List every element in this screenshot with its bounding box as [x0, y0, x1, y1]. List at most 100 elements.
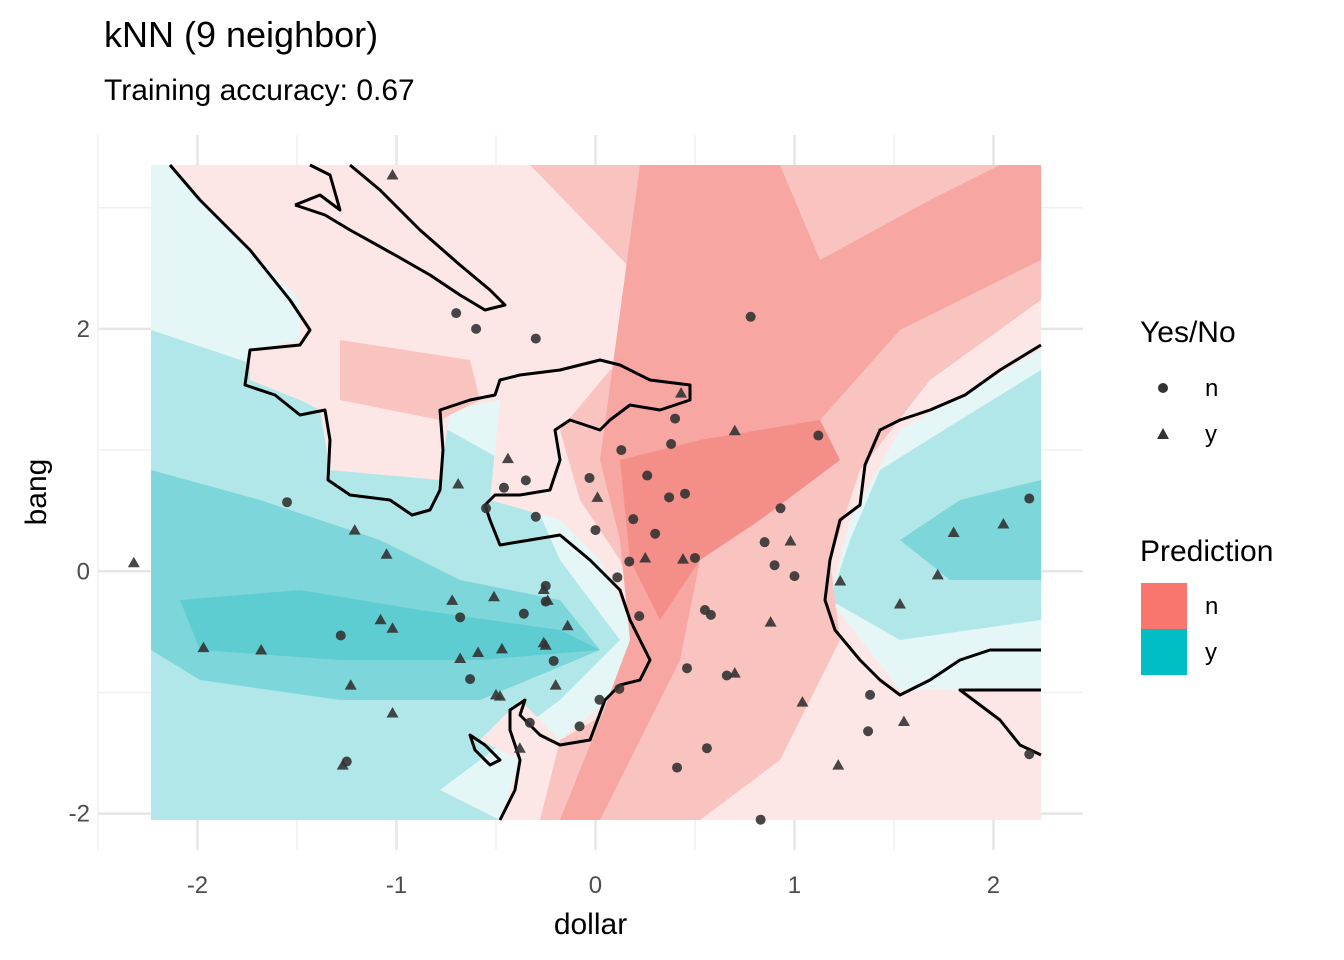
point-y [386, 707, 399, 718]
x-tick-label: -2 [187, 872, 208, 899]
point-y [127, 556, 140, 568]
boundary-loop [468, 733, 502, 767]
region-y-bottom-left [151, 700, 500, 820]
point-n [451, 308, 462, 319]
x-axis-label: dollar [554, 908, 627, 941]
point-n [745, 311, 756, 322]
x-tick-label: 1 [788, 872, 801, 899]
point-n [721, 670, 732, 681]
point-n [689, 552, 700, 563]
chart-title: kNN (9 neighbor) [104, 14, 379, 55]
point-y [386, 168, 399, 180]
boundary-right-lower [958, 688, 1042, 757]
x-tick-label: 2 [987, 872, 1000, 899]
legend-key-fill [1141, 583, 1187, 629]
y-tick-label: 0 [77, 558, 90, 585]
point-n [642, 470, 653, 481]
point-y [834, 574, 847, 586]
point-n [471, 323, 482, 334]
point-n [670, 413, 681, 424]
point-y [380, 548, 393, 559]
point-y [728, 424, 741, 436]
point-y [764, 616, 777, 627]
point-y [947, 526, 960, 537]
point-y [348, 524, 361, 535]
point-n [813, 430, 824, 441]
point-y [197, 641, 210, 653]
y-tick-label: -2 [69, 801, 90, 828]
point-n [574, 721, 585, 732]
point-y [336, 759, 349, 770]
point-y [452, 478, 465, 489]
point-n [616, 445, 627, 456]
point-n [548, 655, 559, 666]
boundary-right [823, 343, 1042, 697]
legend-key-fill [1141, 629, 1187, 675]
point-n [455, 612, 466, 623]
point-y [493, 690, 506, 701]
point-n [335, 630, 346, 641]
point-n [624, 556, 635, 567]
point-n [498, 482, 509, 493]
point-n [518, 608, 529, 619]
axes: -2 -1 0 1 2 -2 0 2 dollar bang [20, 316, 1000, 941]
point-y [728, 667, 741, 678]
point-n [789, 571, 800, 582]
point-n [520, 475, 531, 486]
point-y [513, 742, 526, 753]
point-y [446, 594, 459, 605]
point-y [639, 551, 652, 563]
point-n [628, 514, 639, 525]
point-y [541, 594, 554, 605]
point-n [634, 611, 645, 622]
point-n [1024, 749, 1035, 760]
x-tick-label: 0 [589, 872, 602, 899]
point-n [682, 663, 693, 674]
point-n [594, 694, 605, 705]
legend-fill-label: n [1205, 593, 1218, 620]
region-y-right-strong [900, 480, 1041, 580]
point-y [501, 452, 514, 464]
data-points [127, 168, 1035, 825]
legend-shape-label: n [1205, 375, 1218, 402]
point-y [454, 652, 467, 664]
region-n-strong [560, 165, 1041, 820]
point-n [672, 762, 683, 773]
point-y [931, 568, 944, 580]
point-n [524, 717, 535, 728]
point-y [374, 613, 387, 625]
point-n [590, 525, 601, 536]
point-y [255, 644, 268, 655]
point-n [759, 537, 770, 548]
point-n [865, 689, 876, 700]
legend-key-circle [1158, 383, 1168, 393]
boundary-left [168, 164, 692, 821]
legend-fill-label: y [1205, 639, 1217, 666]
point-y [537, 583, 550, 594]
point-n [481, 503, 492, 514]
point-n [612, 572, 623, 583]
point-y [997, 518, 1010, 529]
point-n [680, 488, 691, 499]
point-y [539, 639, 552, 650]
point-n [863, 726, 874, 737]
point-n [530, 333, 541, 344]
point-y [344, 679, 357, 690]
point-n [282, 497, 293, 508]
point-y [386, 622, 399, 633]
legend-fill-title: Prediction [1140, 535, 1273, 568]
boundary-top-spike [294, 163, 342, 212]
point-y [561, 619, 574, 631]
legend-key-triangle [1157, 428, 1169, 439]
point-n [614, 683, 625, 694]
region-n-deep [620, 420, 840, 620]
point-y [897, 715, 910, 727]
chart-subtitle: Training accuracy: 0.67 [104, 74, 415, 107]
point-y [495, 642, 508, 654]
region-y-deep [180, 590, 600, 660]
legend-shape-label: y [1205, 421, 1217, 448]
point-n [584, 472, 595, 483]
point-n [666, 439, 677, 450]
y-tick-label: 2 [77, 316, 90, 343]
